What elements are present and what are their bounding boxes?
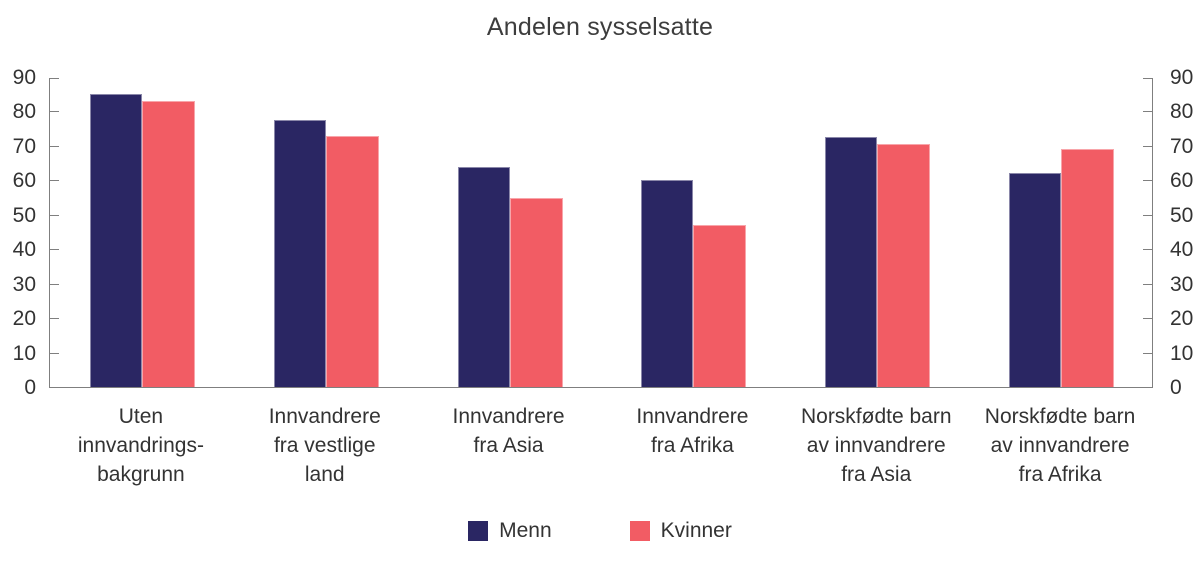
- y-tick-mark: [1143, 318, 1152, 320]
- x-axis-label-line: fra Asia: [841, 463, 912, 486]
- x-axis-label-line: bakgrunn: [97, 463, 185, 486]
- x-axis-label: Innvandrere fra vestlige land: [230, 402, 420, 489]
- bar-kvinner-1: [325, 136, 379, 387]
- x-axis-label-line: innvandrings-: [77, 434, 204, 457]
- y-tick-label-left: 50: [12, 203, 36, 227]
- x-axis-label-line: land: [304, 463, 345, 486]
- legend: Menn Kvinner: [0, 519, 1200, 543]
- y-tick-label-left: 10: [12, 341, 36, 365]
- y-tick-label-right: 60: [1170, 169, 1194, 193]
- y-tick-mark: [1143, 111, 1152, 113]
- bar-menn-1: [273, 120, 326, 387]
- y-tick-mark: [1143, 283, 1152, 285]
- y-tick-mark: [50, 111, 59, 113]
- legend-item-menn: Menn: [468, 519, 552, 543]
- y-tick-label-right: 90: [1170, 66, 1194, 89]
- y-tick-mark: [50, 352, 59, 354]
- y-tick-mark: [1143, 249, 1152, 251]
- x-axis-label-line: Uten: [118, 405, 164, 428]
- plot-area: [49, 78, 1153, 388]
- x-axis-label: Uten innvandrings-bakgrunn: [46, 402, 236, 489]
- y-tick-mark: [50, 78, 59, 79]
- y-tick-mark: [50, 249, 59, 251]
- x-axis-label-line: fra Afrika: [1018, 463, 1102, 486]
- y-tick-mark: [1143, 214, 1152, 216]
- y-tick-label-left: 80: [12, 100, 36, 124]
- y-tick-label-right: 0: [1170, 376, 1182, 399]
- y-tick-label-right: 40: [1170, 238, 1194, 262]
- legend-swatch-menn: [468, 521, 489, 541]
- y-tick-label-right: 10: [1170, 341, 1194, 365]
- y-tick-label-right: 70: [1170, 134, 1194, 158]
- bar-kvinner-5: [1061, 149, 1115, 387]
- y-tick-label-left: 40: [12, 238, 36, 262]
- x-axis-label: Innvandrere fra Afrika: [597, 402, 787, 460]
- x-axis-label-line: fra vestlige: [273, 434, 376, 457]
- y-tick-label-left: 30: [12, 272, 36, 296]
- bar-menn-5: [1009, 173, 1062, 387]
- y-tick-mark: [50, 145, 59, 147]
- y-tick-mark: [50, 180, 59, 182]
- y-tick-mark: [1143, 78, 1152, 79]
- x-axis-label: Norskfødte barn av innvandrere fra Asia: [781, 402, 971, 489]
- y-tick-label-right: 20: [1170, 307, 1194, 331]
- chart-title: Andelen sysselsatte: [486, 13, 714, 41]
- y-tick-label-left: 60: [12, 169, 36, 193]
- bar-menn-3: [641, 180, 694, 387]
- y-tick-label-right: 80: [1170, 100, 1194, 124]
- y-tick-label-left: 70: [12, 134, 36, 158]
- legend-label-kvinner: Kvinner: [660, 519, 732, 542]
- x-axis-label-line: Innvandrere: [636, 405, 749, 428]
- bar-menn-0: [89, 94, 142, 387]
- x-axis-label-line: av innvandrere: [990, 434, 1130, 457]
- x-axis-label-line: Innvandrere: [268, 405, 381, 428]
- bar-kvinner-2: [509, 198, 563, 387]
- x-axis-label: Norskfødte barn av innvandrere fra Afrika: [965, 402, 1155, 489]
- x-axis-label-line: fra Afrika: [650, 434, 734, 457]
- y-tick-label-left: 20: [12, 307, 36, 331]
- x-axis-label-line: Norskfødte barn: [984, 405, 1136, 428]
- y-tick-label-right: 50: [1170, 203, 1194, 227]
- y-tick-mark: [50, 318, 59, 320]
- bar-kvinner-4: [877, 144, 931, 387]
- y-tick-mark: [50, 214, 59, 216]
- bar-kvinner-0: [141, 101, 195, 387]
- x-axis-label: Innvandrere fra Asia: [414, 402, 604, 460]
- y-tick-mark: [1143, 352, 1152, 354]
- legend-label-menn: Menn: [499, 519, 552, 542]
- x-axis-label-line: Innvandrere: [452, 405, 565, 428]
- y-tick-label-left: 0: [24, 376, 36, 399]
- bar-kvinner-3: [693, 225, 747, 387]
- y-tick-label-right: 30: [1170, 272, 1194, 296]
- y-tick-mark: [1143, 180, 1152, 182]
- y-tick-mark: [1143, 145, 1152, 147]
- x-axis-label-line: fra Asia: [473, 434, 544, 457]
- bar-menn-4: [825, 137, 878, 387]
- x-axis-label-line: av innvandrere: [806, 434, 946, 457]
- y-tick-label-left: 90: [12, 66, 36, 89]
- legend-item-kvinner: Kvinner: [629, 519, 732, 543]
- y-tick-mark: [50, 283, 59, 285]
- bar-menn-2: [457, 167, 510, 387]
- x-axis-label-line: Norskfødte barn: [800, 405, 952, 428]
- legend-swatch-kvinner: [629, 521, 650, 541]
